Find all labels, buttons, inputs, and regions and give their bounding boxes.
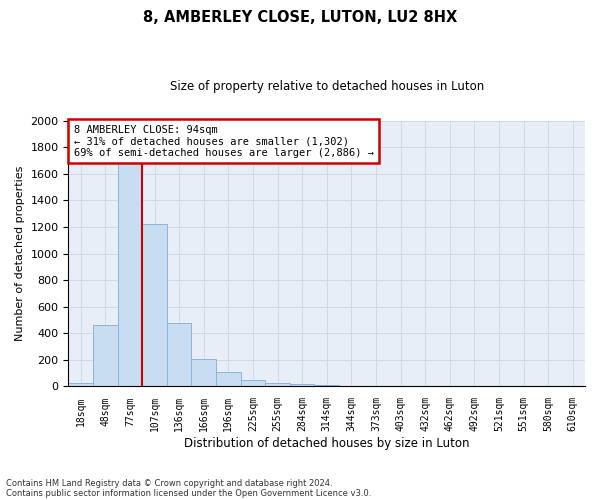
Y-axis label: Number of detached properties: Number of detached properties xyxy=(15,166,25,341)
Text: 8, AMBERLEY CLOSE, LUTON, LU2 8HX: 8, AMBERLEY CLOSE, LUTON, LU2 8HX xyxy=(143,10,457,25)
Bar xyxy=(142,224,167,386)
Bar xyxy=(167,322,191,386)
Text: 8 AMBERLEY CLOSE: 94sqm
← 31% of detached houses are smaller (1,302)
69% of semi: 8 AMBERLEY CLOSE: 94sqm ← 31% of detache… xyxy=(74,124,374,158)
Bar xyxy=(191,358,216,386)
Text: Contains public sector information licensed under the Open Government Licence v3: Contains public sector information licen… xyxy=(6,488,371,498)
Bar xyxy=(68,383,93,386)
Bar xyxy=(265,383,290,386)
Text: Contains HM Land Registry data © Crown copyright and database right 2024.: Contains HM Land Registry data © Crown c… xyxy=(6,478,332,488)
Bar xyxy=(216,372,241,386)
Bar xyxy=(290,384,314,386)
Title: Size of property relative to detached houses in Luton: Size of property relative to detached ho… xyxy=(170,80,484,93)
Bar xyxy=(241,380,265,386)
Bar xyxy=(118,134,142,386)
X-axis label: Distribution of detached houses by size in Luton: Distribution of detached houses by size … xyxy=(184,437,469,450)
Bar xyxy=(93,326,118,386)
